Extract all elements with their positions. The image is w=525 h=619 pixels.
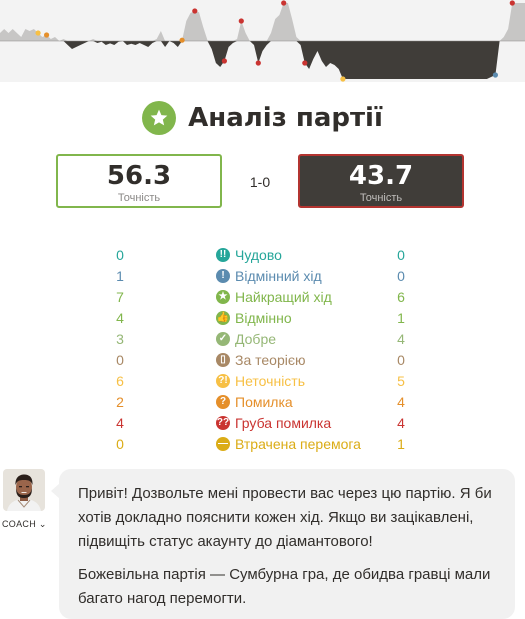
classification-label: За теорією — [235, 352, 306, 368]
coach-message-intro: Привіт! Дозвольте мені провести вас чере… — [78, 485, 492, 550]
good-icon: ✓ — [216, 332, 230, 346]
white-count: 6 — [116, 373, 124, 389]
black-count: 5 — [397, 373, 405, 389]
move-classification-table: 0!! Чудово 0 1! Відмінний хід 0 7 ★ Найкращий хі… — [0, 245, 525, 455]
white-count: 0 — [116, 247, 124, 263]
coach-message-bubble: Привіт! Дозвольте мені провести вас чере… — [51, 469, 515, 619]
black-count: 0 — [397, 352, 405, 368]
stat-row: 1! Відмінний хід 0 — [0, 266, 525, 287]
black-accuracy-value: 43.7 — [348, 161, 414, 191]
classification-label: Груба помилка — [235, 415, 332, 431]
graph-markers — [35, 0, 515, 82]
inaccuracy-icon: ?! — [216, 374, 230, 388]
graph-marker-blunder[interactable] — [255, 60, 261, 66]
stat-row: 0 — Втрачена перемога 1 — [0, 434, 525, 455]
black-count: 4 — [397, 415, 405, 431]
white-count: 1 — [116, 268, 124, 284]
white-accuracy-value: 56.3 — [106, 161, 172, 191]
white-count: 4 — [116, 310, 124, 326]
graph-marker-blunder[interactable] — [509, 0, 515, 6]
missed-win-icon: — — [216, 437, 230, 451]
evaluation-graph[interactable] — [0, 0, 525, 82]
mistake-icon: ? — [216, 395, 230, 409]
black-count: 0 — [397, 247, 405, 263]
stat-row: 4 👍 Відмінно 1 — [0, 308, 525, 329]
graph-marker-blunder[interactable] — [238, 18, 244, 24]
white-count: 7 — [116, 289, 124, 305]
stat-row: 6?! Неточність 5 — [0, 371, 525, 392]
star-icon — [142, 101, 177, 135]
white-count: 0 — [116, 436, 124, 452]
graph-marker-blunder[interactable] — [302, 60, 308, 66]
classification-label: Втрачена перемога — [235, 436, 361, 452]
black-accuracy-label: Точність — [359, 192, 403, 204]
classification-label: Неточність — [235, 373, 306, 389]
white-count: 2 — [116, 394, 124, 410]
black-count: 1 — [397, 310, 405, 326]
graph-marker-inaccuracy[interactable] — [35, 30, 41, 36]
classification-label: Відмінний хід — [235, 268, 322, 284]
classification-label: Чудово — [235, 247, 282, 263]
black-count: 0 — [397, 268, 405, 284]
black-count: 4 — [397, 331, 405, 347]
page-title: Аналіз партії — [188, 103, 383, 133]
great-move-icon: ! — [216, 269, 230, 283]
graph-marker-blunder[interactable] — [192, 8, 198, 14]
stat-row: 0!! Чудово 0 — [0, 245, 525, 266]
stat-row: 2? Помилка 4 — [0, 392, 525, 413]
stat-row: 4?? Груба помилка 4 — [0, 413, 525, 434]
coach-avatar[interactable] — [3, 469, 45, 511]
brilliant-icon: !! — [216, 248, 230, 262]
white-accuracy-card: 56.3 Точність — [56, 154, 222, 208]
stat-row: 7 ★ Найкращий хід 6 — [0, 287, 525, 308]
graph-marker-great[interactable] — [492, 72, 498, 78]
classification-label: Добре — [235, 331, 277, 347]
white-count: 4 — [116, 415, 124, 431]
classification-label: Відмінно — [235, 310, 292, 326]
analysis-header: Аналіз партії — [0, 100, 525, 136]
coach-label: COACH — [2, 519, 37, 529]
coach-message-summary: Божевільна партія — Сумбурна гра, де оби… — [78, 566, 491, 607]
white-accuracy-label: Точність — [117, 192, 161, 204]
stat-row: 3 ✓ Добре 4 — [0, 329, 525, 350]
graph-marker-blunder[interactable] — [221, 58, 227, 64]
black-count: 6 — [397, 289, 405, 305]
book-icon: ▯ — [216, 353, 230, 367]
black-count: 1 — [397, 436, 405, 452]
black-count: 4 — [397, 394, 405, 410]
black-advantage-area — [0, 41, 525, 79]
graph-marker-mistake[interactable] — [44, 32, 50, 38]
blunder-icon: ?? — [216, 416, 230, 430]
white-count: 0 — [116, 352, 124, 368]
classification-label: Найкращий хід — [235, 289, 332, 305]
graph-marker-mistake[interactable] — [179, 37, 185, 43]
graph-marker-inaccuracy[interactable] — [340, 76, 346, 82]
game-result: 1-0 — [249, 174, 271, 190]
coach-selector[interactable]: COACH ⌄ — [2, 519, 47, 530]
best-move-icon: ★ — [216, 290, 230, 304]
stat-row: 0 ▯ За теорією 0 — [0, 350, 525, 371]
black-accuracy-card: 43.7 Точність — [298, 154, 464, 208]
graph-marker-blunder[interactable] — [281, 0, 287, 6]
excellent-icon: 👍 — [216, 311, 230, 325]
chevron-down-icon: ⌄ — [38, 519, 47, 529]
classification-label: Помилка — [235, 394, 293, 410]
white-count: 3 — [116, 331, 124, 347]
